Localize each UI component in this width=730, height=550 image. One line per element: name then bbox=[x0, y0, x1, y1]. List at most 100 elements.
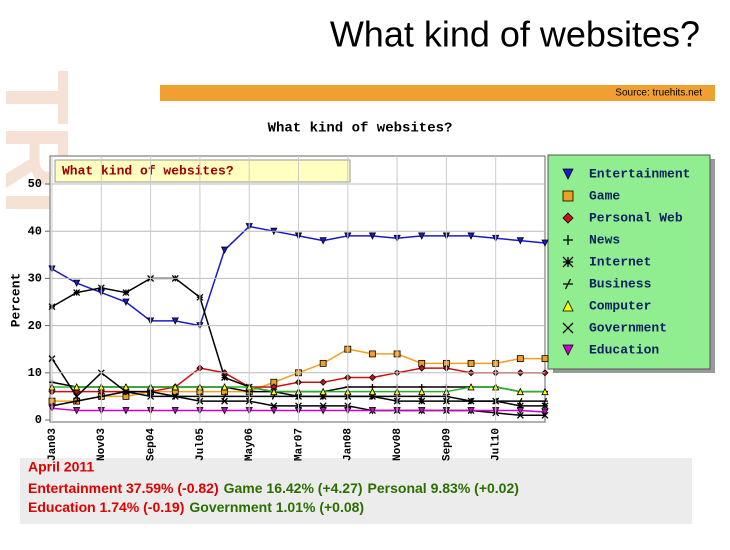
marker bbox=[516, 387, 524, 396]
footer-line: Entertainment 37.59% (-0.82) Game 16.42% … bbox=[28, 480, 519, 496]
marker bbox=[220, 246, 229, 254]
marker bbox=[562, 344, 574, 356]
marker bbox=[541, 402, 549, 410]
marker bbox=[542, 397, 548, 405]
x-tick-label: Sep09 bbox=[441, 428, 453, 461]
legend-label: Business bbox=[589, 276, 652, 291]
marker bbox=[517, 397, 524, 405]
marker bbox=[467, 383, 475, 391]
marker bbox=[516, 411, 524, 419]
marker bbox=[467, 232, 475, 240]
legend-label: Game bbox=[589, 188, 620, 203]
y-tick-label: 40 bbox=[28, 224, 42, 238]
marker bbox=[563, 278, 573, 290]
marker bbox=[516, 355, 524, 363]
marker bbox=[73, 397, 80, 405]
marker bbox=[319, 387, 327, 396]
legend-label: Computer bbox=[589, 298, 651, 313]
legend-label: Internet bbox=[589, 254, 651, 269]
y-tick-label: 0 bbox=[35, 413, 42, 427]
marker bbox=[418, 387, 426, 396]
panel-title: What kind of websites? bbox=[62, 163, 234, 178]
marker bbox=[319, 407, 327, 415]
marker bbox=[418, 397, 426, 405]
marker bbox=[368, 407, 377, 415]
marker bbox=[368, 373, 377, 382]
marker bbox=[563, 235, 573, 245]
marker bbox=[418, 364, 426, 372]
source: Source: truehits.net bbox=[615, 88, 702, 99]
marker bbox=[516, 402, 524, 410]
marker bbox=[541, 408, 549, 416]
marker bbox=[122, 388, 130, 396]
marker bbox=[562, 212, 574, 224]
marker bbox=[220, 407, 229, 415]
marker bbox=[468, 397, 475, 405]
chart-title: What kind of websites? bbox=[268, 121, 453, 137]
footer-item: Government 1.01% (+0.08) bbox=[189, 499, 364, 515]
footer-line: Education 1.74% (-0.19) Government 1.01% … bbox=[28, 499, 364, 515]
x-tick-label: Jan08 bbox=[343, 428, 355, 461]
marker bbox=[171, 407, 179, 415]
y-tick-label: 30 bbox=[28, 272, 42, 286]
y-axis-label: Percent bbox=[8, 273, 23, 328]
marker bbox=[516, 237, 524, 245]
footer-box bbox=[20, 458, 692, 524]
y-tick-label: 20 bbox=[28, 319, 42, 333]
marker bbox=[73, 407, 81, 415]
marker bbox=[541, 239, 549, 247]
legend-label: Personal Web bbox=[589, 210, 683, 225]
x-tick-label: Nov08 bbox=[392, 428, 404, 461]
marker bbox=[541, 355, 549, 363]
marker bbox=[270, 387, 278, 396]
footer-item: Game 16.42% (+4.27) bbox=[224, 480, 363, 496]
marker bbox=[171, 383, 179, 391]
marker bbox=[122, 383, 130, 391]
x-tick-label: Sep04 bbox=[146, 428, 158, 461]
footer-date: April 2011 bbox=[28, 459, 94, 475]
x-tick-label: May06 bbox=[244, 428, 256, 461]
x-tick-label: Jul05 bbox=[195, 428, 207, 461]
legend-label: News bbox=[589, 232, 620, 247]
marker bbox=[369, 350, 376, 358]
marker bbox=[562, 190, 574, 202]
marker bbox=[221, 397, 229, 405]
marker bbox=[122, 289, 130, 297]
panel-box bbox=[54, 159, 351, 183]
marker bbox=[221, 374, 229, 381]
legend-label: Government bbox=[589, 320, 667, 335]
marker bbox=[418, 232, 426, 240]
source-bar bbox=[160, 85, 715, 101]
footer-item: Entertainment 37.59% (-0.82) bbox=[28, 480, 219, 496]
marker bbox=[467, 407, 475, 415]
marker bbox=[562, 168, 574, 180]
marker bbox=[516, 407, 524, 415]
marker bbox=[541, 387, 549, 396]
legend-label: Entertainment bbox=[589, 166, 690, 181]
marker bbox=[171, 317, 179, 325]
marker bbox=[319, 378, 327, 386]
y-tick-label: 10 bbox=[28, 366, 42, 380]
marker bbox=[73, 289, 81, 297]
marker bbox=[73, 392, 81, 400]
marker bbox=[562, 256, 574, 268]
marker bbox=[220, 383, 229, 391]
footer-item: Education 1.74% (-0.19) bbox=[28, 499, 184, 515]
x-tick-label: Mar07 bbox=[293, 428, 305, 461]
marker bbox=[319, 359, 327, 367]
marker bbox=[418, 407, 426, 415]
marker bbox=[368, 387, 377, 396]
marker bbox=[467, 359, 475, 367]
marker bbox=[73, 279, 81, 288]
marker bbox=[122, 298, 130, 306]
legend-label: Education bbox=[589, 342, 659, 357]
footer-item: Personal 9.83% (+0.02) bbox=[368, 480, 519, 496]
marker bbox=[319, 237, 327, 245]
marker bbox=[73, 383, 81, 391]
marker bbox=[171, 392, 179, 400]
y-tick-label: 50 bbox=[28, 177, 42, 191]
x-tick-label: Jan03 bbox=[47, 428, 59, 461]
marker bbox=[368, 232, 377, 240]
legend-box bbox=[547, 154, 711, 370]
